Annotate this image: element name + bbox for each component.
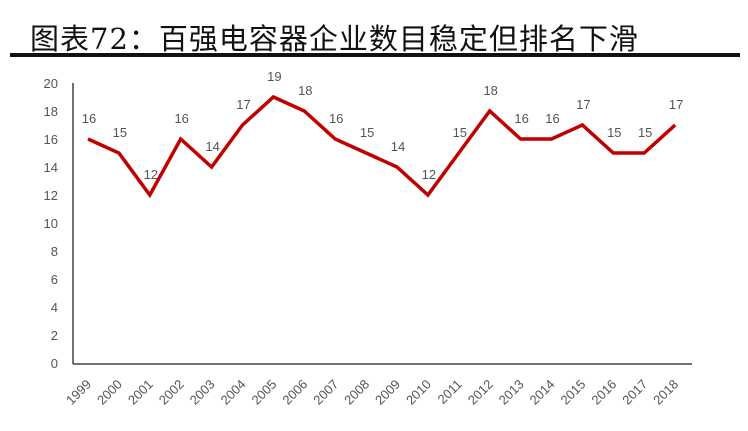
x-tick-label: 2004 xyxy=(218,377,249,408)
data-label: 16 xyxy=(82,111,96,126)
data-line xyxy=(87,94,677,199)
data-label: 18 xyxy=(298,83,312,98)
data-label: 19 xyxy=(267,69,281,84)
x-tick-label: 2010 xyxy=(403,377,434,408)
data-label: 12 xyxy=(144,167,158,182)
x-tick-label: 2002 xyxy=(156,377,187,408)
x-tick-label: 1999 xyxy=(63,377,94,408)
data-label: 14 xyxy=(205,139,219,154)
data-label: 14 xyxy=(391,139,405,154)
data-label: 12 xyxy=(422,167,436,182)
data-label: 16 xyxy=(174,111,188,126)
y-tick-label: 4 xyxy=(51,300,58,315)
x-tick-label: 2017 xyxy=(619,377,650,408)
data-label: 16 xyxy=(514,111,528,126)
data-label: 15 xyxy=(360,125,374,140)
x-tick-label: 2001 xyxy=(125,377,156,408)
x-tick-label: 2006 xyxy=(279,377,310,408)
data-label: 15 xyxy=(453,125,467,140)
figure-title: 图表72：百强电容器企业数目稳定但排名下滑 xyxy=(30,22,639,56)
data-label: 17 xyxy=(576,97,590,112)
data-label: 17 xyxy=(236,97,250,112)
data-label: 17 xyxy=(669,97,683,112)
y-tick-label: 0 xyxy=(51,356,58,371)
data-label: 15 xyxy=(607,125,621,140)
y-tick-label: 2 xyxy=(51,328,58,343)
x-tick-label: 2005 xyxy=(248,377,279,408)
x-tick-label: 2012 xyxy=(465,377,496,408)
x-tick-label: 2003 xyxy=(187,377,218,408)
y-tick-label: 14 xyxy=(44,160,58,175)
data-label: 15 xyxy=(638,125,652,140)
x-tick-label: 2013 xyxy=(496,377,527,408)
y-tick-label: 10 xyxy=(44,216,58,231)
x-tick-label: 2018 xyxy=(650,377,681,408)
y-tick-label: 18 xyxy=(44,104,58,119)
x-tick-label: 2015 xyxy=(557,377,588,408)
title-divider xyxy=(10,53,740,57)
y-tick-label: 8 xyxy=(51,244,58,259)
x-tick-label: 2009 xyxy=(372,377,403,408)
x-tick-label: 2011 xyxy=(435,377,465,407)
x-tick-label: 2008 xyxy=(341,377,372,408)
x-tick-label: 2000 xyxy=(94,377,125,408)
x-tick-label: 2007 xyxy=(310,377,341,408)
data-label: 16 xyxy=(329,111,343,126)
x-tick-label: 2016 xyxy=(588,377,619,408)
x-tick-label: 2014 xyxy=(527,377,558,408)
data-label: 15 xyxy=(113,125,127,140)
data-label: 16 xyxy=(545,111,559,126)
y-tick-label: 6 xyxy=(51,272,58,287)
y-tick-label: 16 xyxy=(44,132,58,147)
data-label: 18 xyxy=(483,83,497,98)
y-tick-label: 20 xyxy=(44,76,58,91)
y-tick-label: 12 xyxy=(44,188,58,203)
